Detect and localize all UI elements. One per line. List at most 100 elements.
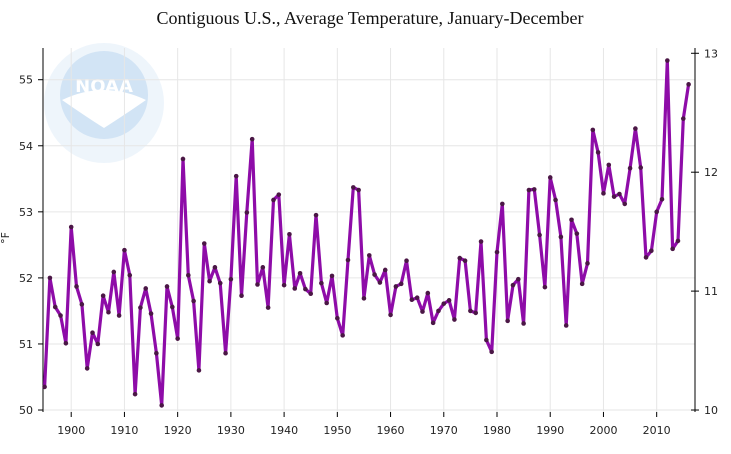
data-point [654, 209, 659, 215]
data-point [159, 403, 164, 408]
data-point [175, 336, 180, 341]
data-point [308, 291, 314, 297]
data-point [377, 280, 383, 285]
y-tick-label: 51 [19, 338, 33, 351]
data-point [143, 286, 149, 291]
data-point [186, 272, 191, 278]
x-tick-label: 2010 [643, 424, 671, 437]
data-point [313, 212, 319, 218]
y-axis-label: °F [0, 232, 12, 244]
data-point [542, 284, 548, 290]
data-point [127, 272, 133, 278]
data-point [260, 265, 266, 270]
x-tick-label: 1910 [110, 424, 138, 437]
data-point [223, 350, 228, 356]
data-point [68, 224, 74, 230]
data-point [500, 201, 505, 207]
data-point [345, 257, 351, 263]
data-point [425, 290, 431, 296]
data-point [335, 315, 340, 321]
x-tick-label: 1950 [323, 424, 351, 437]
data-point [478, 239, 484, 244]
data-point [446, 298, 452, 303]
data-point [473, 310, 479, 316]
y-tick-label: 53 [19, 206, 33, 219]
x-tick-label: 2000 [589, 424, 617, 437]
data-point [329, 273, 335, 279]
data-point [622, 201, 628, 207]
data-point [63, 340, 69, 346]
data-point [340, 333, 345, 338]
data-point [595, 150, 601, 155]
data-point [462, 258, 468, 264]
data-point [574, 231, 580, 236]
data-point [207, 278, 212, 284]
data-point [95, 341, 101, 347]
y2-tick-label: 10 [704, 404, 718, 417]
data-point [585, 261, 590, 266]
data-point [292, 286, 298, 291]
data-point [436, 308, 441, 314]
data-point [201, 241, 207, 246]
data-point [366, 253, 372, 258]
data-point [111, 269, 117, 275]
data-point [579, 281, 585, 287]
data-point [489, 349, 494, 355]
data-point [563, 323, 569, 328]
data-point [265, 305, 271, 310]
data-point [420, 309, 425, 314]
svg-text:NOAA: NOAA [75, 76, 133, 97]
data-point [675, 238, 681, 244]
data-point [361, 296, 367, 301]
data-point [244, 210, 250, 215]
data-point [633, 126, 638, 131]
data-point [601, 191, 606, 196]
data-point [510, 282, 516, 288]
x-tick-label: 1960 [377, 424, 405, 437]
data-point [58, 313, 63, 318]
data-point [303, 286, 308, 292]
data-point [382, 267, 388, 273]
data-point [468, 308, 473, 314]
data-point [47, 275, 53, 281]
data-point [617, 191, 622, 197]
data-point [537, 232, 542, 238]
y2-tick-label: 13 [704, 47, 718, 60]
chart-title: Contiguous U.S., Average Temperature, Ja… [156, 8, 584, 28]
data-point [319, 280, 324, 286]
data-point [148, 311, 154, 316]
data-point [494, 249, 500, 255]
data-point [170, 304, 175, 310]
data-point [670, 246, 675, 252]
data-point [228, 276, 234, 282]
data-point [164, 284, 170, 289]
x-tick-label: 1990 [536, 424, 564, 437]
data-point [606, 162, 612, 168]
data-point [106, 309, 111, 315]
data-point [138, 305, 143, 310]
series-line [43, 58, 691, 407]
data-point [393, 284, 399, 289]
data-point [457, 255, 463, 261]
x-tick-label: 1940 [270, 424, 298, 437]
data-point [356, 187, 361, 193]
data-point [324, 300, 329, 306]
data-point [281, 282, 287, 288]
data-point [350, 185, 356, 190]
x-tick-label: 1980 [483, 424, 511, 437]
data-point [122, 247, 127, 253]
y-tick-label: 50 [19, 404, 33, 417]
y-tick-label: 52 [19, 272, 33, 285]
data-point [547, 175, 553, 180]
data-point [590, 127, 596, 133]
data-point [90, 330, 95, 336]
data-point [132, 391, 138, 397]
data-point [239, 293, 244, 299]
data-point [255, 282, 260, 287]
data-point [271, 197, 276, 203]
data-point [627, 165, 633, 171]
x-tick-label: 1900 [57, 424, 85, 437]
data-point [531, 187, 537, 192]
x-tick-label: 1970 [430, 424, 458, 437]
